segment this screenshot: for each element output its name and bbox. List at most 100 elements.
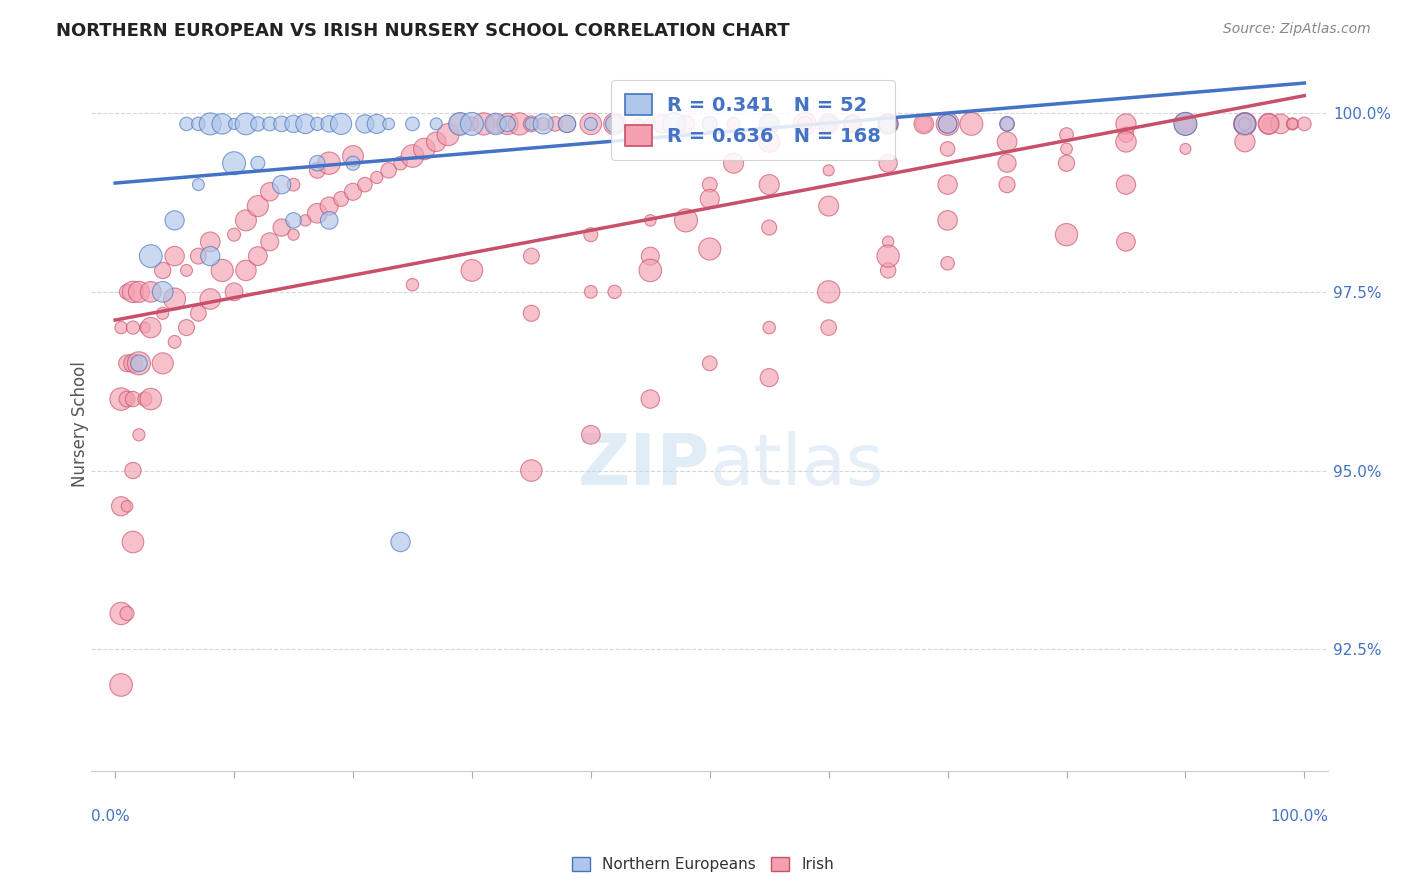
Point: [222, 117, 245, 131]
Point: [246, 249, 269, 263]
Point: [318, 213, 340, 227]
Point: [342, 149, 364, 163]
Point: [163, 213, 186, 227]
Point: [187, 306, 209, 320]
Point: [259, 235, 281, 249]
Text: ZIP: ZIP: [578, 431, 710, 500]
Point: [640, 249, 662, 263]
Point: [579, 117, 602, 131]
Point: [627, 117, 650, 131]
Point: [283, 117, 305, 131]
Point: [139, 320, 162, 334]
Point: [841, 117, 863, 131]
Point: [200, 249, 222, 263]
Point: [603, 117, 626, 131]
Point: [699, 356, 721, 370]
Point: [449, 117, 471, 131]
Point: [122, 285, 145, 299]
Point: [877, 117, 900, 131]
Point: [115, 607, 138, 621]
Point: [1257, 117, 1279, 131]
Point: [176, 263, 198, 277]
Point: [1270, 117, 1292, 131]
Point: [187, 178, 209, 192]
Point: [163, 249, 186, 263]
Point: [1257, 117, 1279, 131]
Point: [520, 306, 543, 320]
Point: [110, 320, 132, 334]
Point: [723, 156, 745, 170]
Point: [817, 163, 839, 178]
Point: [134, 392, 156, 406]
Point: [152, 356, 174, 370]
Point: [579, 227, 602, 242]
Point: [354, 178, 377, 192]
Point: [270, 178, 292, 192]
Point: [318, 199, 340, 213]
Point: [485, 117, 508, 131]
Point: [377, 163, 399, 178]
Point: [152, 306, 174, 320]
Point: [1233, 135, 1256, 149]
Point: [603, 117, 626, 131]
Point: [579, 427, 602, 442]
Point: [817, 285, 839, 299]
Point: [235, 213, 257, 227]
Point: [342, 156, 364, 170]
Point: [1115, 117, 1137, 131]
Point: [1056, 156, 1078, 170]
Point: [651, 117, 673, 131]
Point: [877, 235, 900, 249]
Point: [110, 607, 132, 621]
Point: [110, 500, 132, 514]
Point: [1174, 117, 1197, 131]
Point: [531, 117, 554, 131]
Point: [1281, 117, 1303, 131]
Point: [128, 427, 150, 442]
Point: [449, 117, 471, 131]
Point: [330, 192, 353, 206]
Point: [128, 285, 150, 299]
Point: [936, 256, 959, 270]
Point: [128, 356, 150, 370]
Point: [115, 392, 138, 406]
Point: [699, 117, 721, 131]
Point: [222, 285, 245, 299]
Point: [817, 117, 839, 131]
Point: [817, 320, 839, 334]
Point: [936, 117, 959, 131]
Point: [200, 117, 222, 131]
Point: [139, 249, 162, 263]
Point: [307, 117, 329, 131]
Point: [200, 235, 222, 249]
Point: [912, 117, 935, 131]
Point: [877, 263, 900, 277]
Point: [259, 185, 281, 199]
Point: [246, 156, 269, 170]
Point: [995, 178, 1018, 192]
Point: [318, 117, 340, 131]
Point: [461, 117, 484, 131]
Point: [675, 213, 697, 227]
Point: [640, 263, 662, 277]
Point: [496, 117, 519, 131]
Legend: R = 0.341   N = 52, R = 0.636   N = 168: R = 0.341 N = 52, R = 0.636 N = 168: [612, 80, 896, 160]
Point: [699, 178, 721, 192]
Point: [176, 117, 198, 131]
Point: [758, 220, 780, 235]
Point: [912, 117, 935, 131]
Point: [211, 117, 233, 131]
Point: [936, 178, 959, 192]
Point: [330, 117, 353, 131]
Point: [122, 535, 145, 549]
Point: [163, 334, 186, 349]
Point: [1056, 142, 1078, 156]
Point: [1233, 117, 1256, 131]
Point: [176, 320, 198, 334]
Point: [936, 213, 959, 227]
Point: [579, 285, 602, 299]
Point: [793, 117, 815, 131]
Point: [425, 117, 447, 131]
Point: [366, 117, 388, 131]
Point: [1174, 117, 1197, 131]
